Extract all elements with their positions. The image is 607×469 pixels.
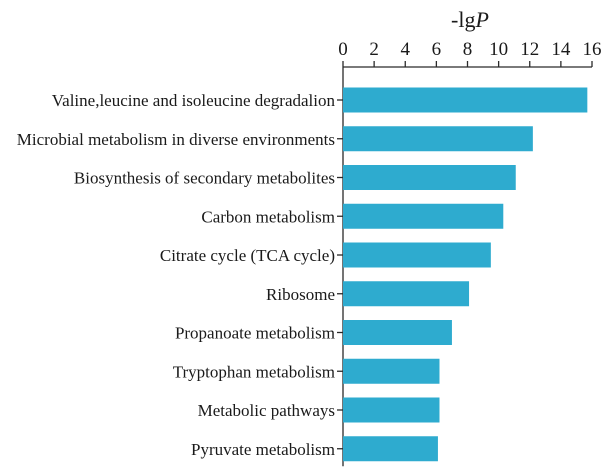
category-label: Metabolic pathways xyxy=(198,401,335,420)
category-label: Propanoate metabolism xyxy=(175,324,335,343)
bar xyxy=(343,397,440,423)
category-label: Citrate cycle (TCA cycle) xyxy=(160,246,335,265)
x-axis: 0 2 4 6 8 10 12 14 16 xyxy=(338,39,602,68)
bar xyxy=(343,87,588,113)
category-label: Carbon metabolism xyxy=(201,207,335,226)
x-tick-label: 14 xyxy=(551,39,571,60)
x-axis-title-part-0: -lg xyxy=(451,7,475,32)
category-labels: Valine,leucine and isoleucine degradalio… xyxy=(17,91,336,459)
x-tick-label: 6 xyxy=(432,39,442,60)
bar xyxy=(343,203,504,229)
bar xyxy=(343,436,438,462)
bar xyxy=(343,281,470,307)
x-tick-label: 10 xyxy=(489,39,508,60)
y-axis xyxy=(337,67,344,467)
x-axis-title: -lgP xyxy=(451,7,489,32)
x-tick-label: 4 xyxy=(401,39,411,60)
category-label: Ribosome xyxy=(266,285,335,304)
category-label: Pyruvate metabolism xyxy=(191,440,335,459)
x-tick-label: 16 xyxy=(583,39,602,60)
bar xyxy=(343,242,491,268)
x-axis-title-part-1: P xyxy=(475,7,489,32)
bars-group xyxy=(343,87,588,462)
bar xyxy=(343,165,516,190)
x-tick-label: 2 xyxy=(369,39,379,60)
x-tick-label: 0 xyxy=(338,39,348,60)
x-tick-label: 8 xyxy=(463,39,473,60)
bar xyxy=(343,358,440,384)
category-label: Valine,leucine and isoleucine degradalio… xyxy=(52,91,336,110)
bar xyxy=(343,126,533,152)
category-label: Microbial metabolism in diverse environm… xyxy=(17,130,335,149)
x-tick-label: 12 xyxy=(520,39,539,60)
category-label: Tryptophan metabolism xyxy=(173,362,335,381)
bar xyxy=(343,320,452,345)
category-label: Biosynthesis of secondary metabolites xyxy=(74,169,335,188)
